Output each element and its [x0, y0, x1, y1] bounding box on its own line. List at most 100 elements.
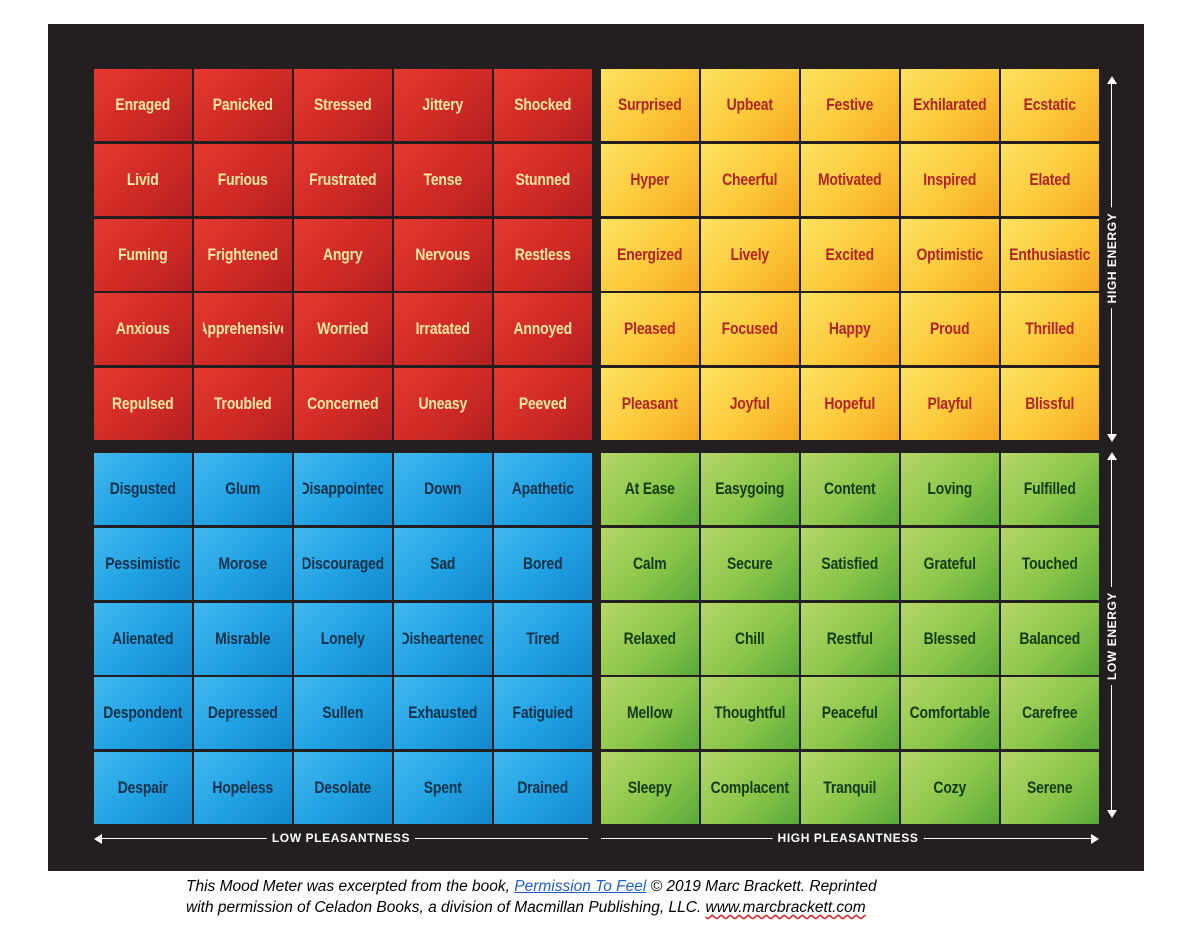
emotion-label: Panicked — [212, 95, 273, 114]
emotion-tile: Drained — [494, 752, 592, 825]
emotion-label: Discouraged — [302, 553, 383, 573]
book-title-link[interactable]: Permission To Feel — [514, 878, 647, 895]
mood-meter-board: Enraged Panicked Stressed Jittery Shocked Liv… — [48, 24, 1144, 871]
emotion-label: Apathetic — [512, 479, 575, 498]
emotion-tile: Fulfilled — [1001, 453, 1099, 525]
emotion-label: Sullen — [322, 703, 364, 723]
emotion-label: Livid — [126, 169, 159, 189]
emotion-tile: Thrilled — [1001, 293, 1099, 366]
emotion-tile: Serene — [1001, 752, 1099, 825]
emotion-label: Despondent — [103, 703, 183, 723]
emotion-tile: Furious — [194, 143, 292, 216]
emotion-label: Relaxed — [623, 628, 676, 648]
emotion-tile: Spent — [394, 752, 492, 825]
emotion-label: Tranquil — [823, 778, 877, 798]
emotion-label: Serene — [1027, 778, 1073, 798]
emotion-tile: Stunned — [494, 143, 592, 216]
emotion-label: Inspired — [923, 169, 977, 189]
emotion-tile: Repulsed — [94, 368, 192, 441]
emotion-label: Pleased — [623, 319, 676, 339]
high-pleasantness-label: HIGH PLEASANTNESS — [772, 831, 924, 845]
emotion-label: Angry — [323, 244, 363, 264]
emotion-label: Proud — [930, 319, 970, 339]
emotion-label: Easygoing — [715, 479, 785, 498]
arrow-up-icon — [1107, 452, 1117, 460]
emotion-label: Furious — [217, 169, 268, 189]
emotion-tile: Peeved — [494, 368, 592, 441]
emotion-tile: Morose — [194, 527, 292, 600]
emotion-label: Exhilarated — [913, 95, 987, 114]
emotion-tile: Stressed — [294, 69, 392, 141]
emotion-label: Focused — [721, 319, 778, 339]
arrow-down-icon — [1107, 434, 1117, 442]
attribution-caption: This Mood Meter was excerpted from the b… — [186, 876, 1086, 918]
emotion-label: Nervous — [415, 244, 471, 264]
emotion-tile: Pleasant — [601, 368, 699, 441]
emotion-tile: Angry — [294, 218, 392, 291]
emotion-tile: Pessimistic — [94, 527, 192, 600]
emotion-label: Exhausted — [408, 703, 478, 723]
emotion-label: Frightened — [207, 244, 279, 264]
emotion-label: Morose — [218, 553, 268, 573]
emotion-tile: Tense — [394, 143, 492, 216]
emotion-label: Chill — [735, 628, 765, 648]
emotion-tile: Apprehensive — [194, 293, 292, 366]
emotion-label: At Ease — [624, 479, 675, 498]
emotion-label: Sad — [430, 553, 456, 573]
emotion-label: Jittery — [422, 95, 464, 114]
emotion-tile: Uneasy — [394, 368, 492, 441]
emotion-tile: Sad — [394, 527, 492, 600]
emotion-label: Peeved — [519, 394, 568, 414]
emotion-label: Secure — [727, 553, 773, 573]
emotion-tile: Alienated — [94, 602, 192, 675]
emotion-label: Tense — [423, 169, 463, 189]
emotion-label: Concerned — [307, 394, 379, 414]
caption-permission: with permission of Celadon Books, a divi… — [186, 899, 702, 916]
emotion-tile: Disheartened — [394, 602, 492, 675]
emotion-label: Blessed — [923, 628, 977, 648]
emotion-label: Anxious — [115, 319, 170, 339]
emotion-tile: Elated — [1001, 143, 1099, 216]
emotion-label: Restless — [515, 244, 572, 264]
emotion-tile: Energized — [601, 218, 699, 291]
emotion-tile: Desolate — [294, 752, 392, 825]
emotion-label: Spent — [424, 778, 462, 798]
emotion-tile: Concerned — [294, 368, 392, 441]
quadrant-blue-low-energy-low-pleasantness: Disgusted Glum Disappointed Down Apathetic Pe… — [94, 453, 592, 825]
caption-copyright: © 2019 Marc Brackett. Reprinted — [650, 878, 877, 895]
emotion-tile: Comfortable — [901, 677, 999, 750]
emotion-label: Irratated — [415, 319, 471, 339]
emotion-label: Disappointed — [302, 479, 383, 498]
emotion-label: Fuming — [118, 244, 168, 264]
emotion-label: Sleepy — [627, 778, 672, 798]
emotion-label: Disheartened — [403, 628, 484, 648]
emotion-tile: Depressed — [194, 677, 292, 750]
high-energy-label: HIGH ENERGY — [1105, 207, 1119, 309]
emotion-label: Excited — [825, 244, 875, 264]
emotion-tile: Disappointed — [294, 453, 392, 525]
emotion-label: Peaceful — [821, 703, 878, 723]
emotion-label: Fulfilled — [1024, 479, 1077, 498]
emotion-tile: Joyful — [701, 368, 799, 441]
caption-prefix: This Mood Meter was excerpted from the b… — [186, 878, 510, 895]
emotion-label: Worried — [317, 319, 369, 339]
emotion-tile: Focused — [701, 293, 799, 366]
emotion-tile: Shocked — [494, 69, 592, 141]
emotion-tile: Down — [394, 453, 492, 525]
emotion-tile: At Ease — [601, 453, 699, 525]
emotion-label: Carefree — [1022, 703, 1078, 723]
emotion-label: Grateful — [923, 553, 977, 573]
emotion-label: Hopeful — [824, 394, 876, 414]
emotion-tile: Loving — [901, 453, 999, 525]
emotion-tile: Anxious — [94, 293, 192, 366]
emotion-label: Happy — [829, 319, 871, 339]
emotion-tile: Exhilarated — [901, 69, 999, 141]
emotion-tile: Relaxed — [601, 602, 699, 675]
emotion-label: Frustrated — [309, 169, 377, 189]
emotion-label: Depressed — [207, 703, 278, 723]
emotion-tile: Despondent — [94, 677, 192, 750]
emotion-tile: Lively — [701, 218, 799, 291]
emotion-label: Playful — [927, 394, 973, 414]
emotion-label: Misrable — [215, 628, 271, 648]
emotion-label: Joyful — [729, 394, 770, 414]
